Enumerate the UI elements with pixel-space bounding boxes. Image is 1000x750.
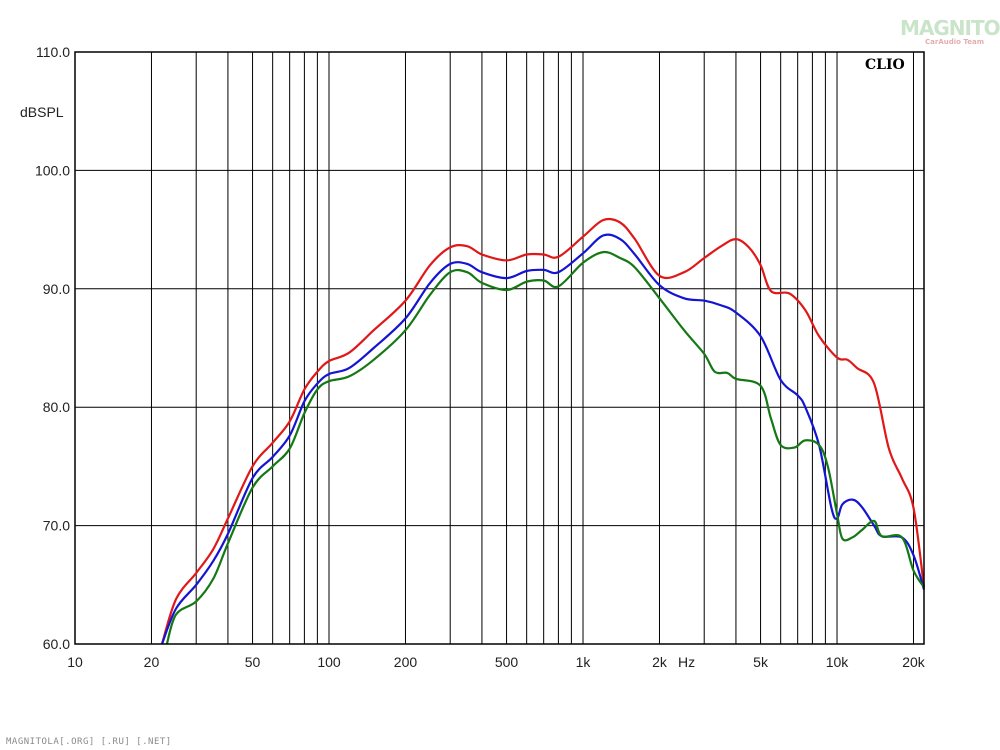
y-tick-label: 100.0 <box>35 162 70 178</box>
x-tick-label: 50 <box>245 654 261 670</box>
footer-watermark: MAGNITOLA[.ORG] [.RU] [.NET] <box>6 737 172 747</box>
logo-subtext: CarAudio Team <box>925 38 984 46</box>
series-line-1 <box>160 217 926 645</box>
logo-text: MAGNITOLA <box>900 16 1000 40</box>
x-tick-label: 1k <box>576 654 592 670</box>
x-tick-label: 100 <box>317 654 341 670</box>
x-tick-label: 5k <box>753 654 769 670</box>
y-tick-label: 70.0 <box>43 518 70 534</box>
y-tick-label: 110.0 <box>36 44 70 60</box>
x-tick-label: 20k <box>902 654 926 670</box>
x-tick-label: 10k <box>826 654 850 670</box>
x-tick-label: 10 <box>67 654 83 670</box>
x-tick-label: 2k <box>652 654 668 670</box>
y-tick-label: 80.0 <box>43 399 70 415</box>
x-tick-label: 500 <box>495 654 519 670</box>
x-tick-label: 20 <box>144 654 160 670</box>
plot-frame <box>74 51 925 645</box>
x-tick-label: 200 <box>394 654 418 670</box>
series-line-2 <box>160 233 926 645</box>
grid <box>75 51 924 645</box>
series-line-3 <box>165 250 925 645</box>
x-tick-labels: 10 20 50 100 200 500 1k 2k 5k 10k 20k <box>67 654 926 670</box>
magnitola-logo: MAGNITOLA CarAudio Team <box>900 16 1000 48</box>
x-axis-unit-label: Hz <box>678 654 695 670</box>
clio-brand-label: CLIO <box>865 57 905 73</box>
y-axis-label: dBSPL <box>20 104 64 120</box>
y-tick-label: 90.0 <box>43 281 70 297</box>
y-tick-labels: 60.0 70.0 80.0 90.0 100.0 110.0 <box>35 44 70 652</box>
y-tick-label: 60.0 <box>43 636 70 652</box>
series-group <box>160 217 926 645</box>
